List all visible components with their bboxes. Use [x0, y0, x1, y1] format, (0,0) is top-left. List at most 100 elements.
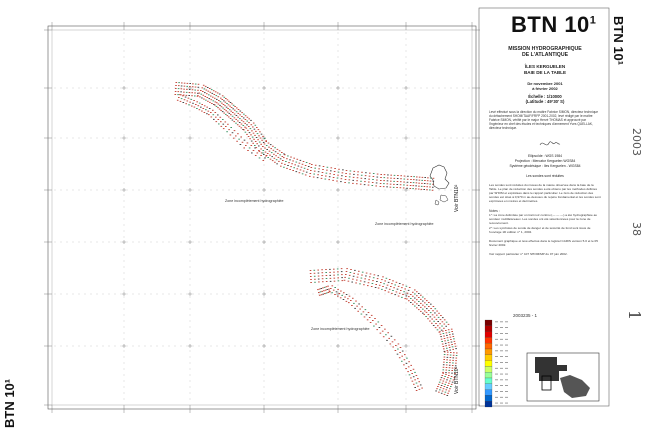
- sounding: [237, 116, 239, 118]
- sounding: [306, 168, 309, 170]
- sounding: [443, 348, 445, 350]
- legend-entry-text: [505, 362, 508, 363]
- sounding: [235, 135, 237, 137]
- sounding: [193, 106, 196, 108]
- sounding: [382, 186, 385, 188]
- legend-entry-text: [495, 396, 498, 398]
- sounding: [415, 375, 418, 376]
- sounding: [319, 291, 322, 293]
- sounding: [450, 386, 452, 387]
- sounding: [447, 329, 450, 331]
- sounding: [435, 318, 438, 320]
- sounding: [376, 173, 379, 175]
- sounding: [449, 334, 451, 336]
- sounding: [415, 382, 418, 384]
- sounding: [387, 174, 389, 176]
- panel-frame: [478, 7, 610, 407]
- sounding: [225, 98, 227, 99]
- sounding: [405, 295, 408, 297]
- legend-swatch: [484, 389, 493, 396]
- zone-label-3: Zone incomplètement hydrographiée: [311, 327, 370, 331]
- sounding: [214, 112, 217, 113]
- sounding: [414, 387, 416, 388]
- sounding: [320, 177, 323, 179]
- sounding: [448, 367, 451, 369]
- sounding: [314, 281, 316, 283]
- sounding: [225, 110, 227, 112]
- sounding: [373, 274, 376, 276]
- sounding: [249, 138, 251, 140]
- sounding: [183, 85, 186, 87]
- sounding: [421, 387, 423, 389]
- sounding: [185, 94, 188, 96]
- sounding: [413, 383, 415, 385]
- sounding: [389, 186, 392, 188]
- sounding: [344, 276, 346, 278]
- sounding: [180, 98, 183, 100]
- sounding: [208, 94, 210, 96]
- sounding: [186, 100, 189, 102]
- sounding: [358, 270, 360, 272]
- sounding: [384, 328, 386, 330]
- sounding: [255, 147, 258, 149]
- sounding: [364, 278, 366, 280]
- sounding: [451, 370, 453, 371]
- sounding: [356, 177, 359, 179]
- sounding: [303, 167, 306, 169]
- body-text: Les sondes sont réduites du niveau de la…: [489, 183, 601, 203]
- sounding: [414, 371, 416, 373]
- sounding: [438, 312, 440, 314]
- legend-entry-text: [505, 327, 508, 328]
- sounding: [260, 155, 262, 156]
- sounding: [403, 181, 405, 183]
- sounding: [405, 285, 408, 287]
- sounding: [317, 272, 320, 274]
- sounding: [406, 298, 408, 300]
- sounding: [244, 119, 247, 120]
- sounding: [365, 172, 367, 174]
- sounding: [441, 325, 443, 327]
- sounding: [230, 107, 233, 108]
- sounding: [368, 178, 370, 180]
- sounding: [400, 178, 402, 180]
- sounding: [439, 323, 441, 325]
- sounding: [203, 112, 206, 113]
- sounding: [436, 314, 438, 316]
- sounding: [251, 152, 253, 154]
- sounding: [407, 175, 409, 177]
- sounding: [257, 129, 260, 131]
- sounding: [417, 188, 420, 190]
- sounding: [380, 180, 382, 181]
- sounding: [252, 126, 254, 128]
- sounding: [452, 362, 454, 364]
- sounding: [177, 88, 180, 90]
- sounding: [192, 102, 194, 104]
- sounding: [435, 323, 437, 324]
- sounding: [341, 274, 343, 276]
- sounding: [208, 88, 211, 89]
- sounding: [200, 93, 203, 95]
- sounding: [439, 387, 442, 389]
- sounding: [203, 105, 206, 107]
- sounding: [390, 286, 392, 287]
- sounding: [243, 147, 245, 149]
- sounding: [441, 382, 444, 384]
- sounding: [428, 310, 430, 311]
- sounding: [426, 183, 429, 185]
- sounding: [246, 133, 248, 135]
- sounding: [231, 115, 234, 117]
- sounding: [380, 174, 382, 175]
- legend-entry-text: [505, 373, 508, 375]
- sounding: [393, 287, 395, 289]
- sounding: [393, 339, 396, 341]
- sounding: [301, 163, 304, 165]
- sounding: [188, 89, 191, 90]
- sounding: [325, 172, 328, 174]
- ellipsoid-text: Ellipsoïde : WGS 1984: [527, 154, 563, 159]
- sounding: [441, 341, 443, 342]
- sounding: [191, 86, 194, 88]
- sounding: [246, 142, 249, 144]
- sounding: [269, 144, 272, 146]
- sounding: [299, 169, 302, 171]
- sounding: [240, 119, 243, 121]
